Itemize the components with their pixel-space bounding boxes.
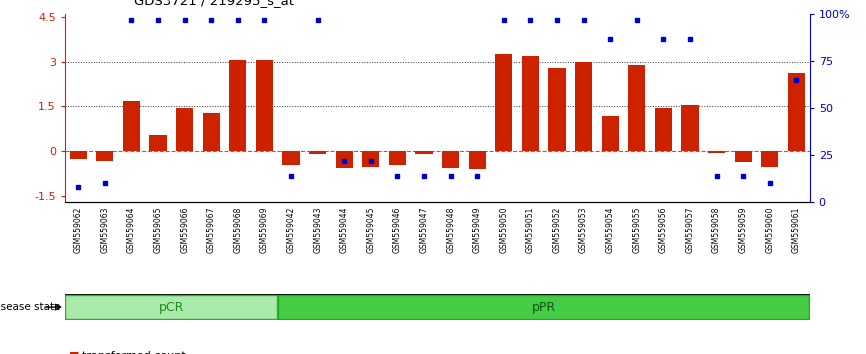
Text: GSM559065: GSM559065 [153,206,163,253]
Bar [66,295,277,319]
Bar [442,151,459,169]
Text: GSM559062: GSM559062 [74,206,83,253]
Bar [282,151,300,165]
Text: GSM559043: GSM559043 [313,206,322,253]
Text: GSM559067: GSM559067 [207,206,216,253]
Bar [176,108,193,151]
Text: GSM559059: GSM559059 [739,206,747,253]
Bar [123,101,140,151]
Bar [575,62,592,151]
Bar [682,105,699,151]
Text: GSM559061: GSM559061 [792,206,801,253]
Text: GSM559056: GSM559056 [659,206,668,253]
Text: GSM559047: GSM559047 [419,206,429,253]
Text: GSM559063: GSM559063 [100,206,109,253]
Text: pPR: pPR [532,301,556,314]
Bar [708,151,725,153]
Bar [655,108,672,151]
Text: GSM559048: GSM559048 [446,206,456,253]
Bar [389,151,406,165]
Bar [761,151,779,167]
Bar [495,55,513,151]
Bar [788,73,805,151]
Text: GSM559052: GSM559052 [553,206,561,253]
Text: GSM559053: GSM559053 [579,206,588,253]
Text: disease state: disease state [0,302,61,312]
Text: GSM559057: GSM559057 [686,206,695,253]
Bar [229,60,247,151]
Text: GSM559058: GSM559058 [712,206,721,253]
Bar [278,295,809,319]
Text: GSM559055: GSM559055 [632,206,642,253]
Bar [362,151,379,167]
Text: GSM559051: GSM559051 [526,206,535,253]
Text: GSM559069: GSM559069 [260,206,269,253]
Text: GSM559050: GSM559050 [500,206,508,253]
Bar [336,151,352,169]
Text: GSM559042: GSM559042 [287,206,295,253]
Bar [416,151,433,154]
Text: GSM559045: GSM559045 [366,206,375,253]
Bar [309,151,326,154]
Bar [255,60,273,151]
Text: pCR: pCR [158,301,184,314]
Text: GSM559049: GSM559049 [473,206,481,253]
Bar [150,135,166,151]
Bar [96,151,113,161]
Text: GSM559060: GSM559060 [766,206,774,253]
Bar [734,151,752,162]
Bar [602,116,619,151]
Text: GSM559054: GSM559054 [605,206,615,253]
Text: ■: ■ [69,351,80,354]
Text: transformed count: transformed count [82,351,186,354]
Text: GSM559064: GSM559064 [127,206,136,253]
Text: GDS3721 / 219295_s_at: GDS3721 / 219295_s_at [134,0,294,7]
Bar [628,65,645,151]
Text: GSM559066: GSM559066 [180,206,189,253]
Text: GSM559068: GSM559068 [233,206,242,253]
Text: GSM559046: GSM559046 [393,206,402,253]
Text: GSM559044: GSM559044 [339,206,349,253]
Bar [69,151,87,160]
Bar [522,56,539,151]
Bar [548,68,565,151]
Bar [469,151,486,169]
Bar [203,113,220,151]
